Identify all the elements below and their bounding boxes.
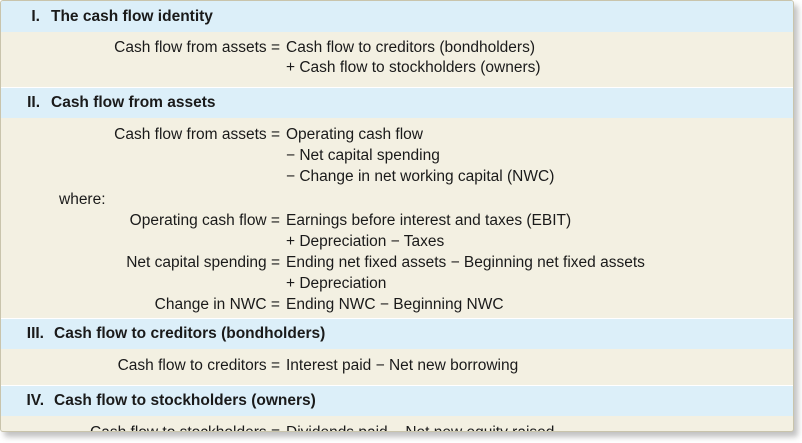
equation-rhs: Interest paid − Net new borrowing [286,357,519,374]
equation-rhs: Dividends paid − Net new equity raised [286,423,554,431]
definition-lhs: Net capital spending = [126,254,280,271]
equation-rhs: Cash flow to creditors (bondholders) [286,39,535,56]
equation-lhs: Cash flow to creditors = [117,357,280,374]
where-label: where: [59,191,106,208]
definition-lhs: Change in NWC = [154,296,280,313]
equation-lhs: Cash flow from assets = [114,126,280,143]
definition-row: Net capital spending = Ending net fixed … [1,253,793,273]
section-numeral: IV. [26,392,44,409]
section-header-2: II. Cash flow from assets [1,87,793,118]
section-title: The cash flow identity [51,7,213,25]
section-title: Cash flow to creditors (bondholders) [54,325,326,342]
section-header-3: III. Cash flow to creditors (bondholders… [1,318,793,349]
section-body-4: Cash flow to stockholders = Dividends pa… [1,416,793,431]
section-title: Cash flow to stockholders (owners) [54,392,316,409]
equation-row: Cash flow to creditors = Interest paid −… [1,356,793,376]
equation-row: Cash flow to stockholders = Dividends pa… [1,423,793,431]
equation-continuation: − Change in net working capital (NWC) [286,168,555,185]
definition-rhs: Earnings before interest and taxes (EBIT… [286,212,572,229]
section-header-4: IV. Cash flow to stockholders (owners) [1,385,793,416]
equation-row: Cash flow from assets = Operating cash f… [1,125,793,145]
section-body-2: Cash flow from assets = Operating cash f… [1,118,793,318]
definition-continuation: + Depreciation − Taxes [286,233,445,250]
equation-continuation: + Cash flow to stockholders (owners) [286,59,541,76]
section-numeral: I. [31,7,40,25]
definition-lhs: Operating cash flow = [129,212,280,229]
cash-flow-summary-panel: I. The cash flow identity Cash flow from… [0,0,794,432]
equation-lhs: Cash flow to stockholders = [1,423,280,431]
definition-rhs: Ending net fixed assets − Beginning net … [286,254,645,271]
section-body-1: Cash flow from assets = Cash flow to cre… [1,32,793,87]
definition-row: Change in NWC = Ending NWC − Beginning N… [1,295,793,315]
equation-lhs: Cash flow from assets = [114,39,280,56]
definition-continuation: + Depreciation [286,275,387,292]
definition-rhs: Ending NWC − Beginning NWC [286,296,504,313]
section-numeral: III. [26,325,44,342]
section-numeral: II. [27,94,40,111]
equation-row: Cash flow from assets = Cash flow to cre… [1,38,793,58]
equation-rhs: Operating cash flow [286,126,423,143]
section-title: Cash flow from assets [51,94,216,111]
section-body-3: Cash flow to creditors = Interest paid −… [1,349,793,385]
section-header-1: I. The cash flow identity [1,1,793,32]
equation-continuation: − Net capital spending [286,147,440,164]
definition-row: Operating cash flow = Earnings before in… [1,211,793,231]
